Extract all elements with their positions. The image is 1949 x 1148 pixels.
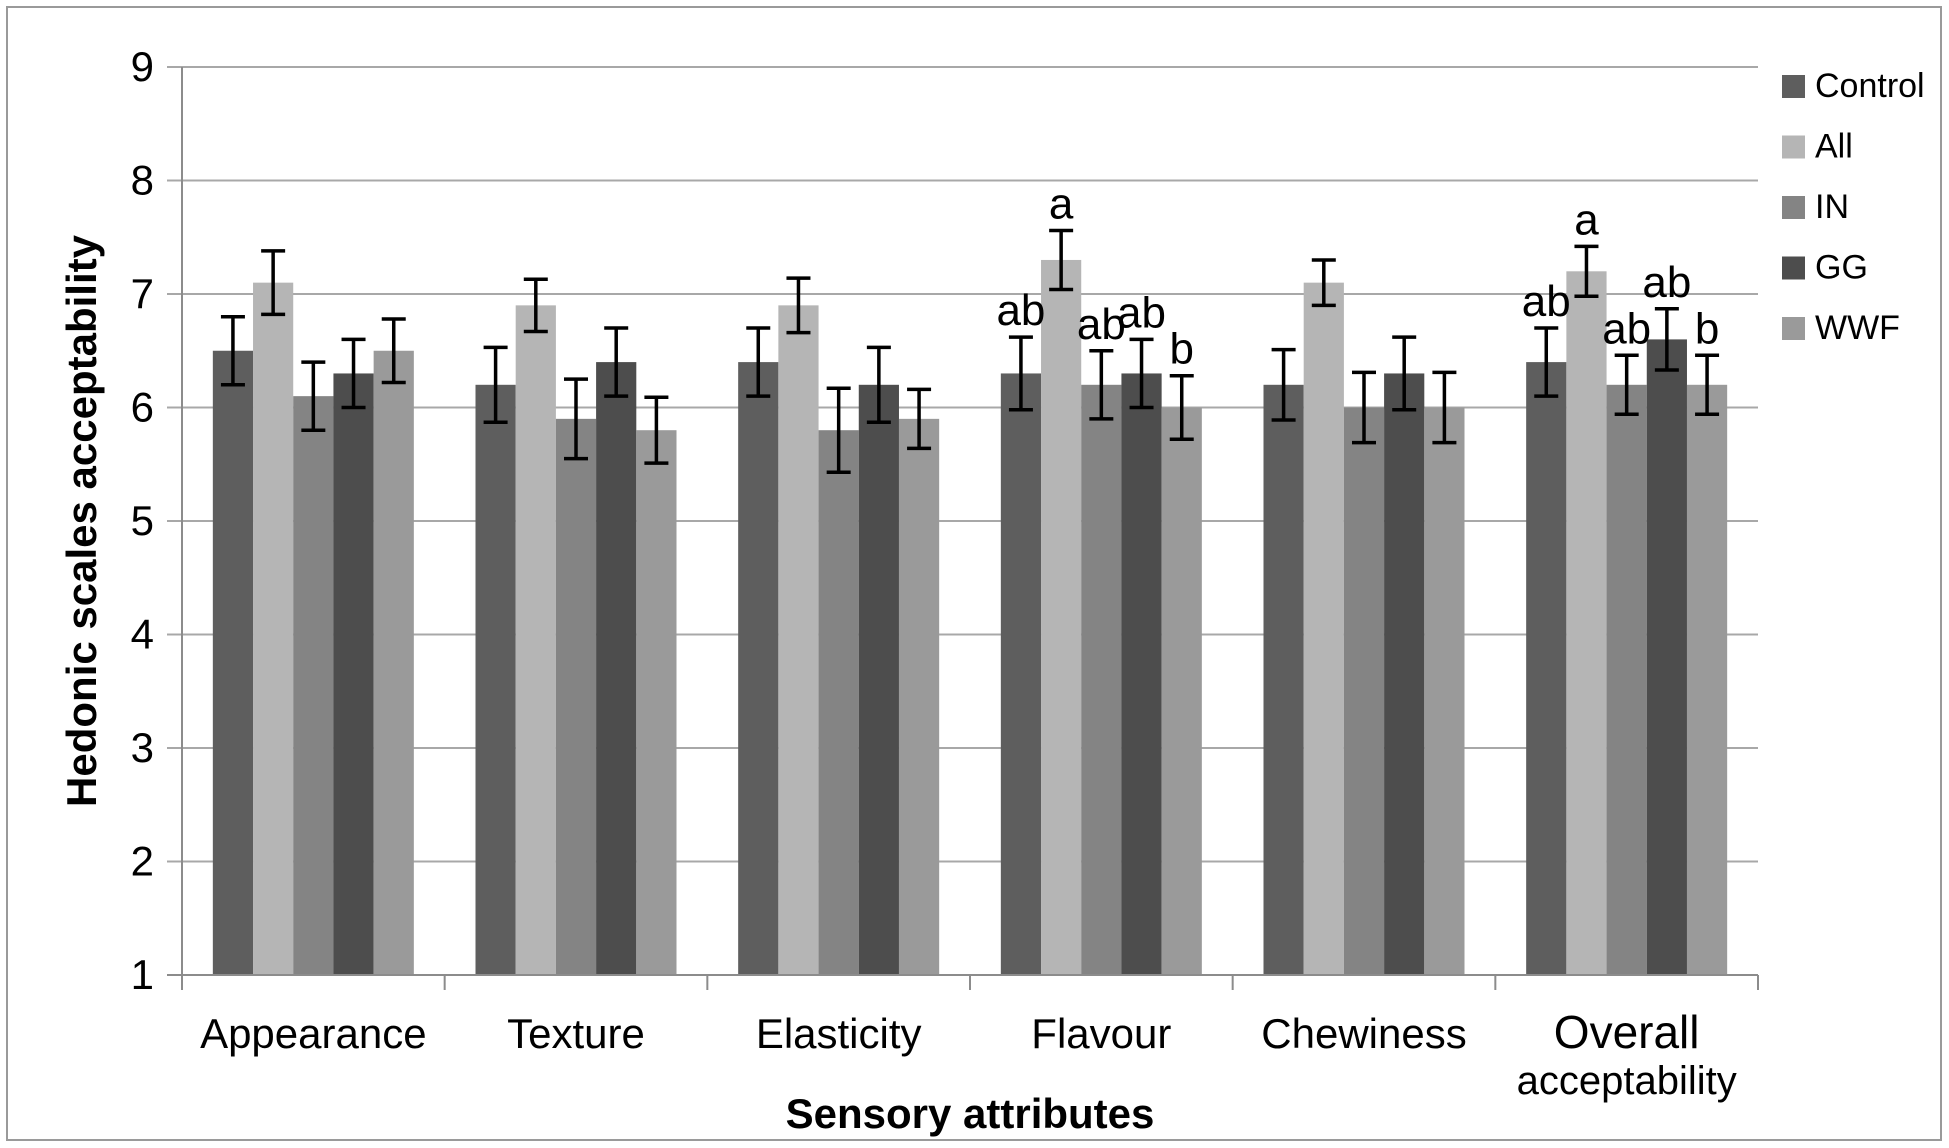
significance-letter: ab: [1642, 258, 1691, 307]
significance-letter: a: [1049, 179, 1074, 228]
bar-control-5: [1526, 362, 1567, 976]
bar-all-1: [515, 305, 556, 976]
significance-letter: ab: [1117, 288, 1166, 337]
y-tick-label: 3: [131, 724, 154, 771]
bar-all-5: [1566, 271, 1607, 975]
bar-in-4: [1343, 407, 1385, 975]
bar-all-2: [778, 305, 819, 976]
legend-swatch-wwf: [1782, 317, 1805, 340]
y-tick-label: 2: [131, 838, 154, 885]
figure-border: [6, 6, 1942, 1141]
bar-wwf-4: [1424, 407, 1465, 975]
bar-control-2: [738, 362, 779, 976]
bar-in-2: [818, 430, 859, 975]
y-tick-label: 6: [131, 384, 154, 431]
legend-label-all: All: [1815, 128, 1853, 166]
legend-swatch-in: [1782, 196, 1805, 219]
bar-all-3: [1041, 259, 1082, 975]
bar-gg-1: [596, 362, 637, 976]
significance-letter: ab: [996, 286, 1045, 335]
x-category-label: Elasticity: [756, 1010, 922, 1057]
bar-in-0: [293, 396, 334, 975]
bar-wwf-2: [898, 418, 940, 976]
legend-label-wwf: WWF: [1815, 309, 1900, 347]
x-category-label-line2: acceptability: [1517, 1059, 1737, 1103]
y-tick-label: 9: [131, 43, 154, 90]
bar-gg-5: [1646, 339, 1687, 975]
legend-label-in: IN: [1815, 188, 1849, 226]
significance-letter: ab: [1522, 277, 1571, 326]
bar-control-3: [1000, 373, 1042, 975]
bar-all-4: [1303, 282, 1344, 975]
bar-control-0: [212, 350, 254, 975]
y-tick-label: 8: [131, 157, 154, 204]
bar-wwf-0: [373, 350, 414, 975]
x-axis-title: Sensory attributes: [786, 1090, 1155, 1137]
x-category-label: Appearance: [200, 1010, 427, 1057]
bar-all-0: [253, 282, 294, 975]
bar-wwf-5: [1686, 384, 1728, 975]
bar-gg-3: [1121, 373, 1162, 975]
significance-letter: b: [1695, 304, 1719, 353]
bar-gg-0: [333, 373, 374, 975]
significance-letter: b: [1169, 325, 1193, 374]
x-category-label: Flavour: [1031, 1010, 1171, 1057]
significance-letter: ab: [1602, 304, 1651, 353]
legend-label-gg: GG: [1815, 249, 1868, 287]
bar-in-3: [1081, 384, 1122, 975]
legend-swatch-all: [1782, 135, 1805, 159]
legend-swatch-gg: [1782, 256, 1805, 280]
bar-in-5: [1606, 384, 1647, 975]
y-tick-label: 7: [131, 270, 154, 317]
bar-control-1: [475, 384, 516, 975]
bar-wwf-3: [1161, 407, 1202, 975]
bar-gg-4: [1384, 373, 1425, 975]
x-category-label: Texture: [507, 1010, 645, 1057]
bar-gg-2: [858, 384, 899, 975]
y-axis-title: Hedonic scales acceptability: [58, 234, 105, 807]
significance-letter: a: [1574, 195, 1599, 244]
y-tick-label: 1: [131, 951, 154, 998]
legend-label-control: Control: [1815, 67, 1925, 105]
y-tick-label: 4: [131, 611, 154, 658]
x-category-label: Chewiness: [1261, 1010, 1466, 1057]
y-tick-label: 5: [131, 497, 154, 544]
bar-control-4: [1263, 384, 1304, 975]
significance-letter: ab: [1077, 300, 1126, 349]
bar-wwf-1: [636, 430, 677, 975]
bar-in-1: [555, 418, 597, 976]
x-category-label-line1: Overall: [1554, 1006, 1700, 1058]
legend-swatch-control: [1782, 75, 1805, 98]
